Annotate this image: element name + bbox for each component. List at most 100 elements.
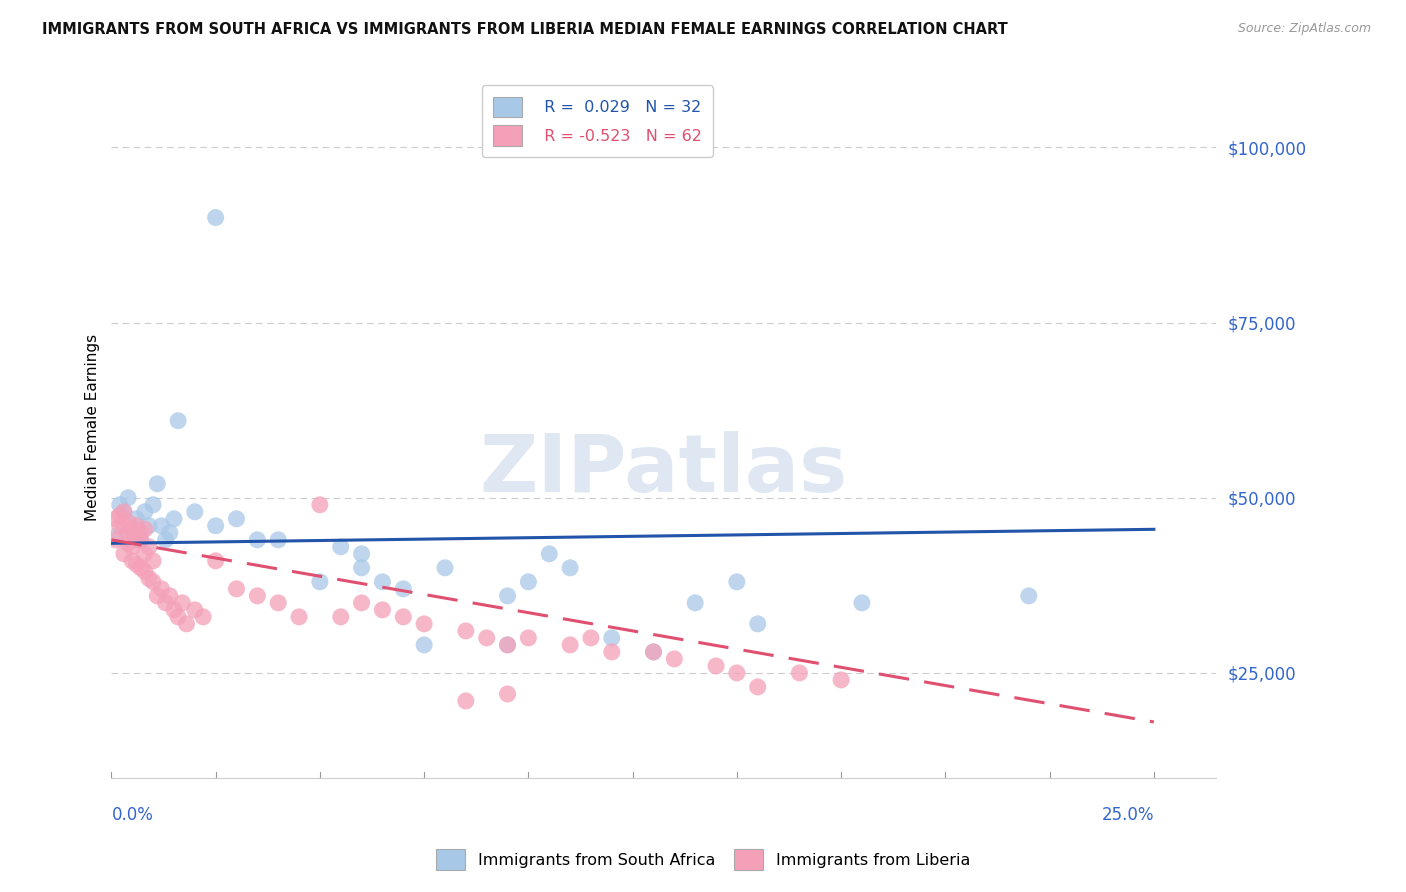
Point — [643, 645, 665, 659]
Point — [117, 525, 139, 540]
Legend:   R =  0.029   N = 32,   R = -0.523   N = 62: R = 0.029 N = 32, R = -0.523 N = 62 — [482, 86, 713, 157]
Text: IMMIGRANTS FROM SOUTH AFRICA VS IMMIGRANTS FROM LIBERIA MEDIAN FEMALE EARNINGS C: IMMIGRANTS FROM SOUTH AFRICA VS IMMIGRAN… — [42, 22, 1008, 37]
Point — [246, 533, 269, 547]
Point — [117, 491, 139, 505]
Point — [558, 561, 581, 575]
Point — [830, 673, 852, 687]
Point — [138, 540, 160, 554]
Point — [600, 631, 623, 645]
Point — [747, 680, 769, 694]
Point — [371, 603, 394, 617]
Point — [125, 518, 148, 533]
Point — [454, 624, 477, 638]
Point — [108, 508, 131, 523]
Point — [538, 547, 561, 561]
Point — [225, 512, 247, 526]
Point — [150, 518, 173, 533]
Point — [204, 518, 226, 533]
Point — [104, 533, 127, 547]
Point — [496, 638, 519, 652]
Point — [142, 574, 165, 589]
Point — [176, 616, 198, 631]
Point — [146, 476, 169, 491]
Point — [371, 574, 394, 589]
Point — [138, 518, 160, 533]
Text: 25.0%: 25.0% — [1101, 806, 1154, 824]
Point — [134, 522, 156, 536]
Point — [121, 525, 143, 540]
Point — [789, 665, 811, 680]
Point — [172, 596, 194, 610]
Point — [851, 596, 873, 610]
Point — [117, 516, 139, 530]
Point — [104, 512, 127, 526]
Point — [138, 571, 160, 585]
Point — [747, 616, 769, 631]
Point — [150, 582, 173, 596]
Point — [517, 574, 540, 589]
Point — [725, 665, 748, 680]
Point — [129, 561, 152, 575]
Point — [329, 540, 352, 554]
Point — [704, 659, 727, 673]
Point — [496, 589, 519, 603]
Point — [184, 505, 207, 519]
Point — [350, 547, 373, 561]
Point — [129, 533, 152, 547]
Point — [413, 616, 436, 631]
Point — [454, 694, 477, 708]
Point — [125, 533, 148, 547]
Point — [496, 638, 519, 652]
Point — [108, 518, 131, 533]
Point — [517, 631, 540, 645]
Point — [155, 533, 177, 547]
Point — [267, 596, 290, 610]
Point — [496, 687, 519, 701]
Point — [600, 645, 623, 659]
Point — [129, 525, 152, 540]
Point — [167, 610, 190, 624]
Point — [288, 610, 311, 624]
Point — [112, 505, 135, 519]
Point — [413, 638, 436, 652]
Point — [267, 533, 290, 547]
Text: ZIPatlas: ZIPatlas — [479, 431, 848, 508]
Point — [191, 610, 214, 624]
Point — [204, 554, 226, 568]
Point — [112, 547, 135, 561]
Point — [112, 518, 135, 533]
Point — [155, 596, 177, 610]
Point — [163, 512, 186, 526]
Text: 0.0%: 0.0% — [111, 806, 153, 824]
Y-axis label: Median Female Earnings: Median Female Earnings — [86, 334, 100, 521]
Legend: Immigrants from South Africa, Immigrants from Liberia: Immigrants from South Africa, Immigrants… — [426, 840, 980, 880]
Point — [112, 505, 135, 519]
Point — [125, 512, 148, 526]
Point — [134, 505, 156, 519]
Point — [579, 631, 602, 645]
Point — [117, 536, 139, 550]
Point — [129, 533, 152, 547]
Point — [125, 558, 148, 572]
Point — [134, 547, 156, 561]
Point — [121, 540, 143, 554]
Point — [104, 529, 127, 543]
Point — [225, 582, 247, 596]
Point — [163, 603, 186, 617]
Point — [683, 596, 706, 610]
Point — [664, 652, 686, 666]
Point — [142, 498, 165, 512]
Point — [142, 554, 165, 568]
Point — [350, 596, 373, 610]
Point — [392, 610, 415, 624]
Point — [643, 645, 665, 659]
Point — [309, 574, 332, 589]
Point — [1018, 589, 1040, 603]
Point — [329, 610, 352, 624]
Point — [108, 498, 131, 512]
Point — [350, 561, 373, 575]
Point — [475, 631, 498, 645]
Point — [146, 589, 169, 603]
Point — [725, 574, 748, 589]
Point — [433, 561, 456, 575]
